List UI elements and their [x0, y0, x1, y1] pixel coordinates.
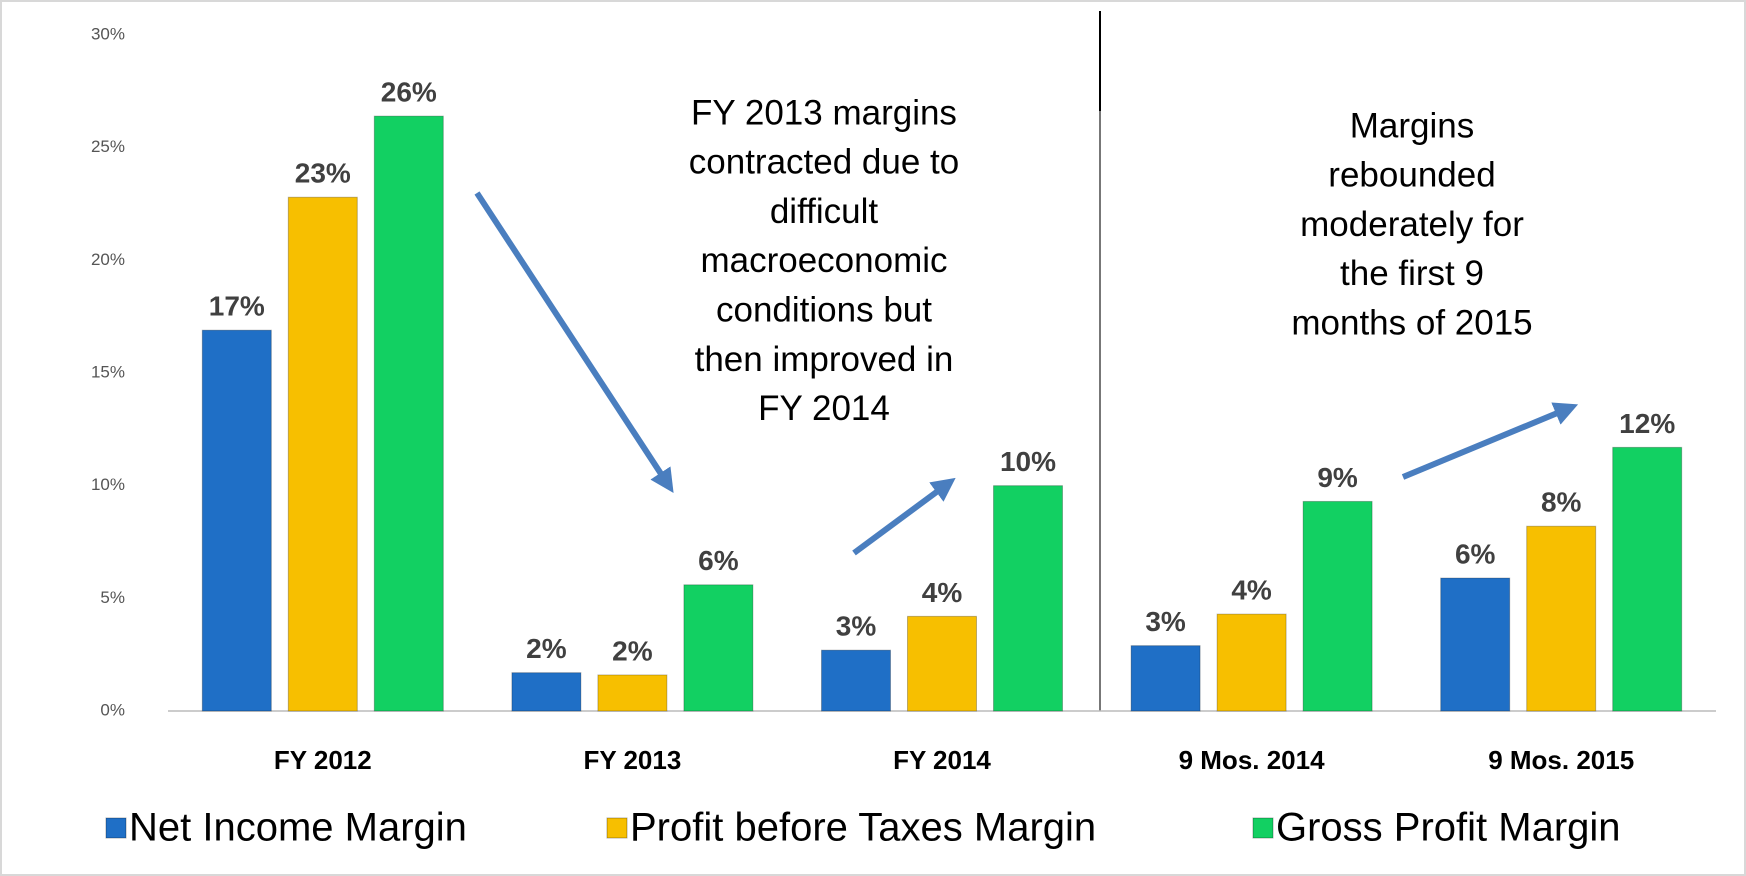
legend-label: Gross Profit Margin: [1276, 806, 1621, 850]
bar: [597, 674, 668, 712]
bar: [907, 615, 977, 712]
annotation: the first 9: [1340, 254, 1484, 293]
data-label: 4%: [922, 577, 963, 608]
bar: [683, 584, 754, 712]
y-tick-label: 5%: [100, 588, 125, 607]
annotation: months of 2015: [1291, 303, 1532, 342]
data-label: 12%: [1619, 408, 1675, 439]
annotation: Margins: [1350, 106, 1474, 145]
data-label: 2%: [526, 633, 567, 664]
data-label: 2%: [612, 635, 653, 666]
bar: [1130, 645, 1201, 712]
x-tick-label: 9 Mos. 2014: [1179, 745, 1326, 775]
bar: [1526, 525, 1597, 712]
annotation: macroeconomic: [700, 241, 947, 280]
bar: [201, 329, 272, 712]
data-label: 4%: [1231, 574, 1272, 605]
bar: [1612, 446, 1683, 712]
arrow: [474, 191, 674, 494]
annotation: moderately for: [1300, 205, 1524, 244]
y-tick-label: 20%: [91, 250, 125, 269]
legend-label: Net Income Margin: [129, 806, 467, 850]
x-tick-label: FY 2013: [583, 745, 681, 775]
data-label: 17%: [209, 291, 265, 322]
bar: [287, 196, 358, 712]
data-label: 6%: [698, 545, 739, 576]
bar: [511, 672, 582, 712]
data-label: 9%: [1317, 462, 1358, 493]
arrow: [1401, 402, 1579, 480]
legend-swatch: [606, 817, 628, 839]
annotation: rebounded: [1328, 156, 1495, 195]
data-label: 6%: [1455, 538, 1496, 569]
annotation: then improved in: [695, 340, 954, 379]
y-tick-label: 25%: [91, 137, 125, 156]
bar: [1216, 613, 1287, 712]
annotation: contracted due to: [689, 143, 959, 182]
data-label: 3%: [1145, 606, 1186, 637]
annotation: FY 2014: [758, 389, 890, 428]
data-label: 8%: [1541, 487, 1582, 518]
bar: [993, 485, 1063, 712]
annotation: conditions but: [716, 290, 932, 329]
bar: [1440, 577, 1511, 712]
y-tick-label: 0%: [100, 700, 125, 719]
legend-swatch: [1252, 817, 1274, 839]
data-label: 26%: [381, 77, 437, 108]
y-tick-label: 30%: [91, 24, 125, 43]
annotation: difficult: [770, 192, 879, 231]
x-tick-label: 9 Mos. 2015: [1488, 745, 1634, 775]
arrow: [852, 477, 956, 556]
y-tick-label: 10%: [91, 475, 125, 494]
legend-swatch: [105, 817, 127, 839]
annotation: FY 2013 margins: [691, 93, 957, 132]
data-label: 3%: [836, 611, 877, 642]
x-tick-label: FY 2014: [893, 745, 991, 775]
legend-label: Profit before Taxes Margin: [630, 806, 1096, 850]
data-label: 23%: [295, 158, 351, 189]
y-tick-label: 15%: [91, 362, 125, 381]
bar: [373, 115, 444, 712]
x-tick-label: FY 2012: [274, 745, 372, 775]
data-label: 10%: [1000, 446, 1056, 477]
bar: [1302, 500, 1373, 712]
bar: [821, 649, 891, 712]
